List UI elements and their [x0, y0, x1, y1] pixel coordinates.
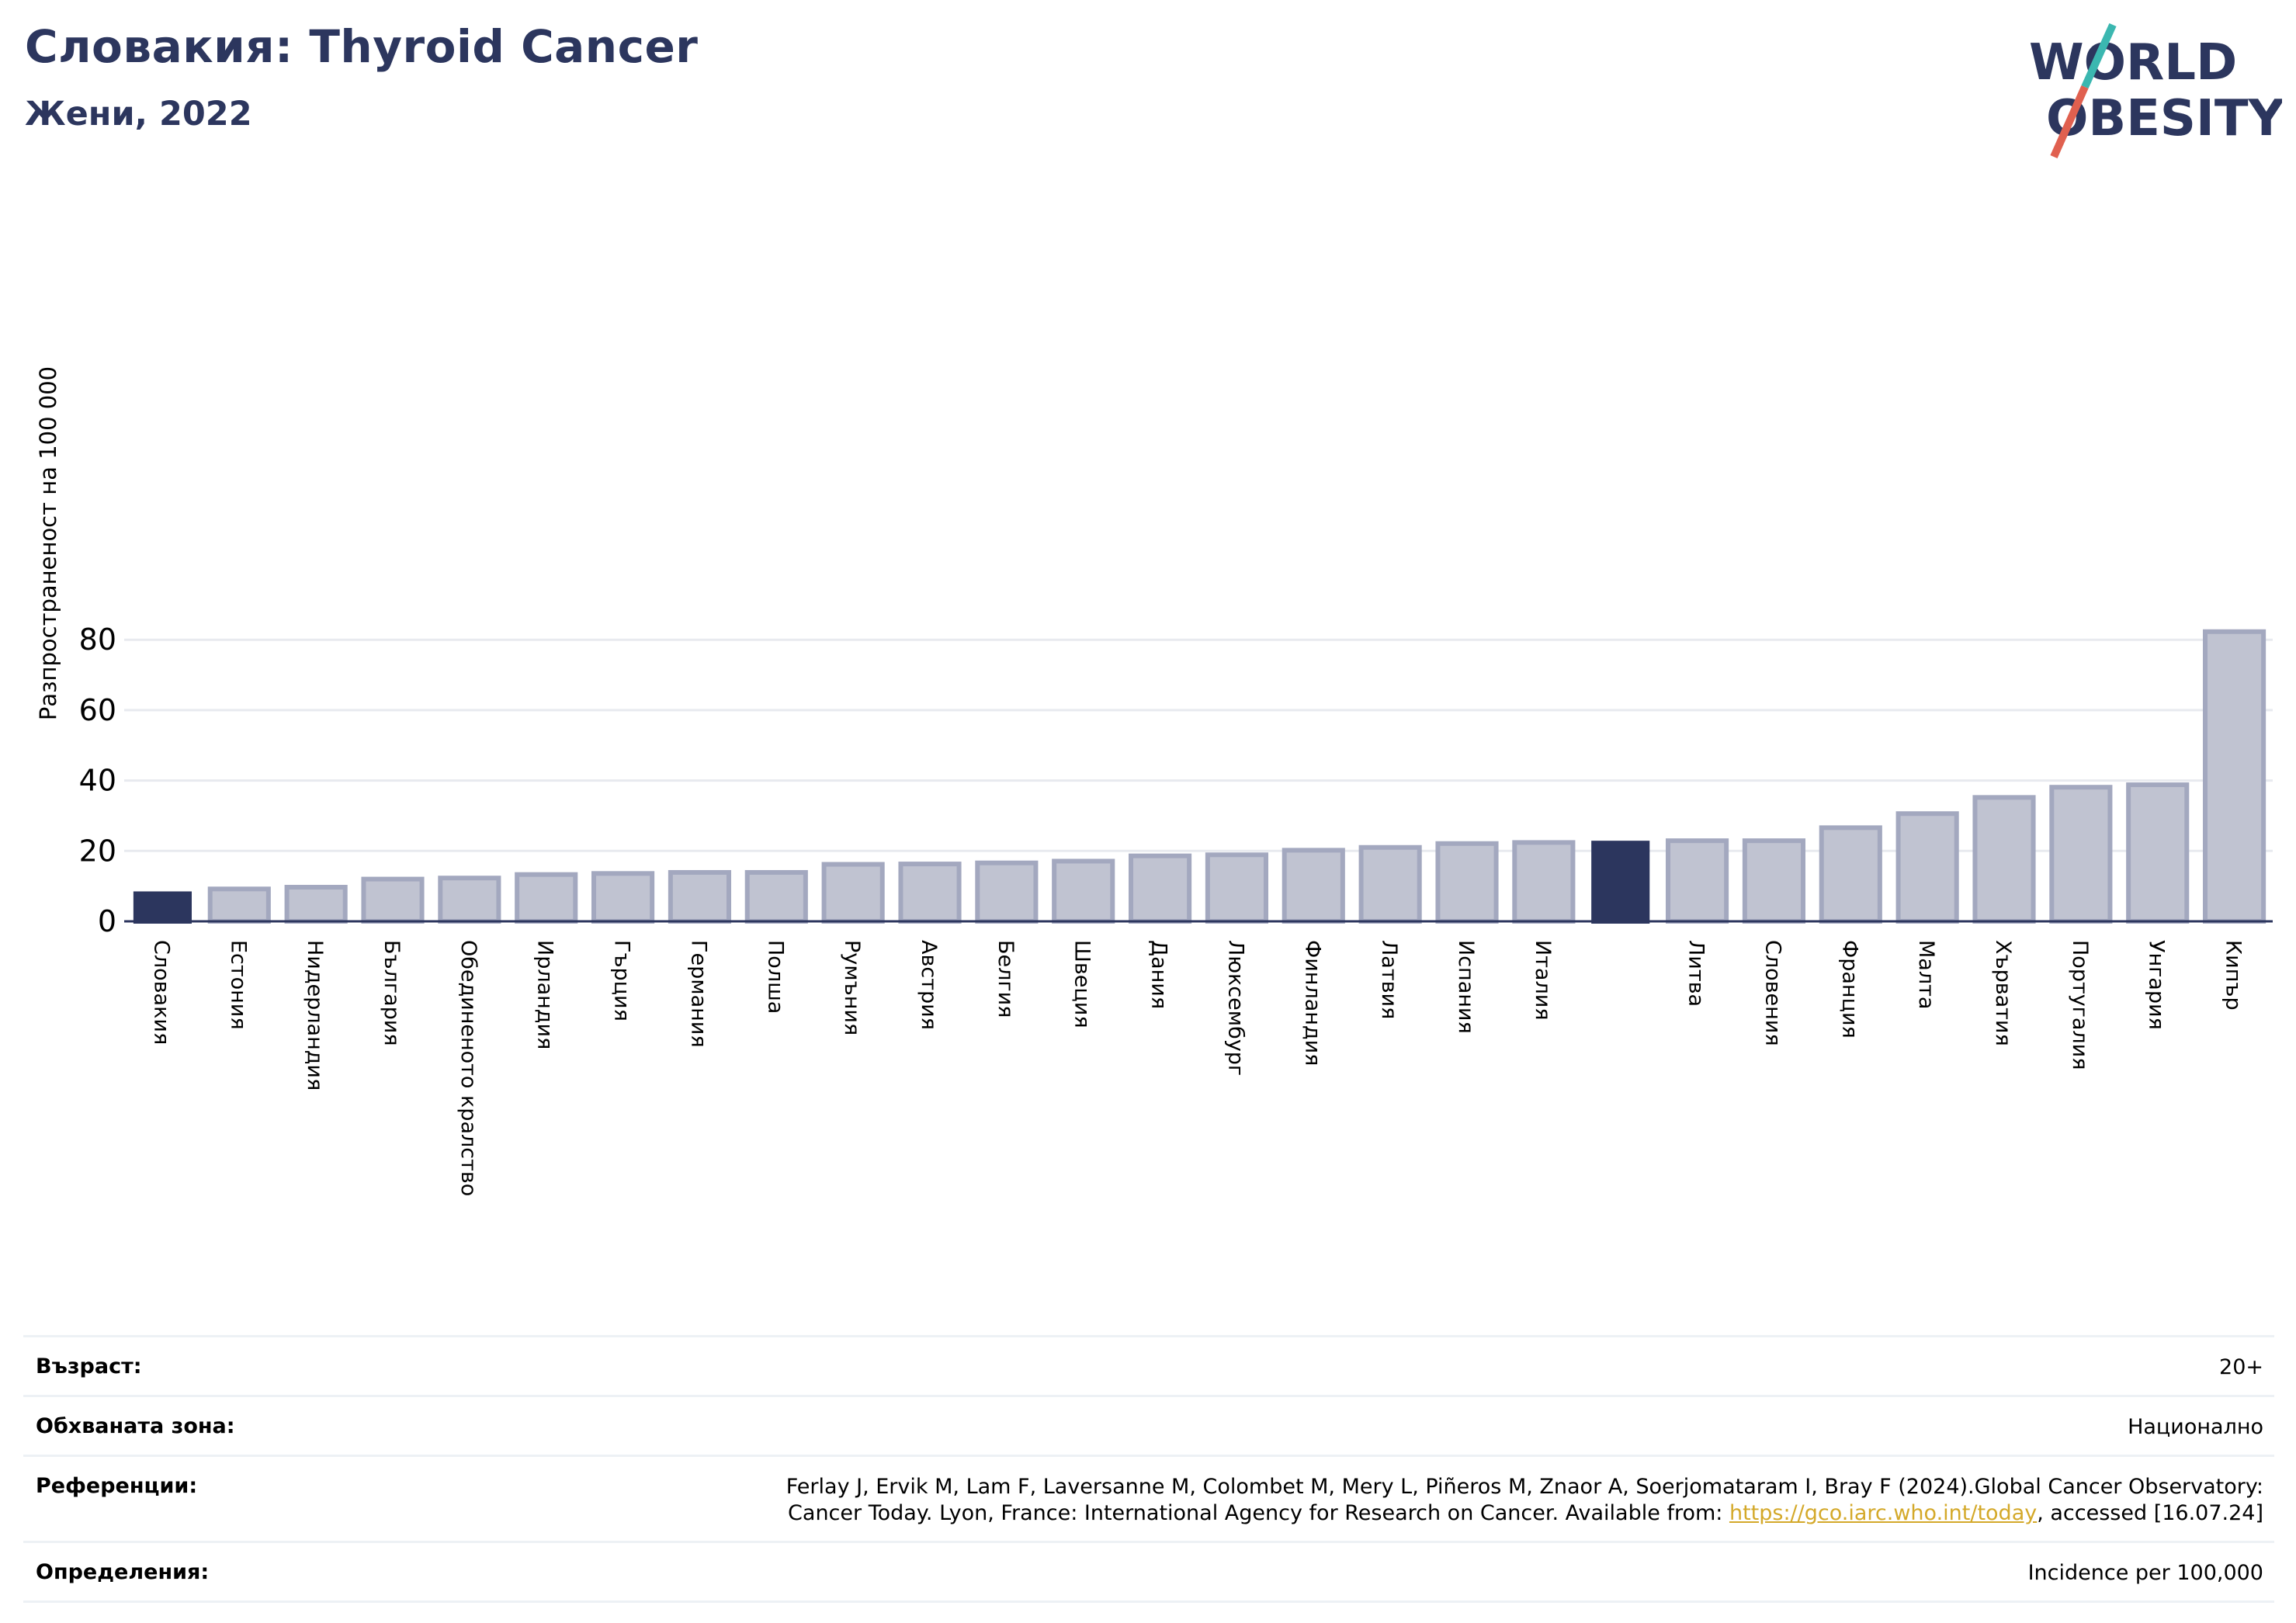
references-line2-post: , accessed [16.07.24] [2037, 1501, 2263, 1525]
bar-Швеция [1052, 858, 1115, 924]
info-row-age: Възраст: 20+ [23, 1335, 2274, 1395]
bar-highlight [1591, 841, 1650, 924]
bar-Португалия [2049, 785, 2113, 924]
bar-Испания [1435, 841, 1499, 924]
x-tick-label: Румъния [840, 940, 864, 1035]
bar-Словакия [133, 891, 192, 924]
x-tick-label: Латвия [1377, 940, 1401, 1019]
bar-Гърция [591, 871, 655, 924]
age-label: Възраст: [36, 1354, 142, 1379]
bar-Унгария [2126, 782, 2190, 924]
x-tick-label: България [380, 940, 404, 1046]
bar-Дания [1129, 853, 1192, 924]
bar-Полша [744, 869, 808, 924]
coverage-label: Обхваната зона: [36, 1414, 235, 1438]
bar-България [361, 876, 425, 924]
gridlines: 0 20 40 60 80 [79, 622, 2273, 938]
x-tick-label: Дания [1147, 940, 1171, 1009]
bar-Естония [207, 886, 271, 924]
definitions-label: Определения: [36, 1560, 210, 1584]
logo-slash-bottom [2050, 85, 2089, 159]
x-tick-label: Австрия [917, 940, 941, 1030]
bar-Белгия [975, 860, 1039, 924]
x-tick-label: Нидерландия [303, 940, 327, 1091]
y-tick-label: 40 [79, 764, 116, 798]
bar-Румъния [821, 862, 885, 924]
bar-Франция [1819, 825, 1882, 924]
bar-Италия [1512, 840, 1576, 924]
bar-Финландия [1282, 848, 1345, 924]
x-tick-label: Швеция [1070, 940, 1094, 1028]
coverage-value: Национално [2128, 1415, 2263, 1439]
x-tick-label: Естония [226, 940, 250, 1030]
x-tick-label: Обединеното кралство [456, 940, 480, 1196]
x-tick-label: Белгия [994, 940, 1018, 1018]
logo-word-world: WORLD [2029, 34, 2237, 92]
bars [133, 629, 2267, 924]
bar-Обединеното кралство [438, 876, 501, 924]
bar-Германия [668, 869, 731, 924]
bar-Латвия [1358, 844, 1422, 924]
x-tick-label: Ирландия [533, 940, 557, 1049]
x-tick-label: Италия [1531, 940, 1555, 1021]
page-subtitle: Жени, 2022 [25, 95, 252, 134]
references-value: Ferlay J, Ervik M, Lam F, Laversanne M, … [786, 1474, 2263, 1527]
info-row-definitions: Определения: Incidence per 100,000 [23, 1541, 2274, 1603]
references-line2-pre: Cancer Today. Lyon, France: Internationa… [788, 1501, 1729, 1525]
bar-Кипър [2203, 629, 2267, 924]
x-tick-label: Полша [763, 940, 787, 1014]
bar-Малта [1895, 811, 1959, 924]
y-tick-label: 20 [79, 834, 116, 868]
bar-Нидерландия [284, 885, 348, 924]
logo-word-obesity: OBESITY [2046, 90, 2282, 147]
x-tick-label: Португалия [2068, 940, 2092, 1070]
definitions-value: Incidence per 100,000 [2027, 1561, 2263, 1585]
x-tick-label: Франция [1837, 940, 1861, 1039]
x-tick-label: Кипър [2221, 940, 2246, 1011]
x-tick-label: Хърватия [1991, 940, 2015, 1046]
info-table: Възраст: 20+ Обхваната зона: Национално … [23, 1335, 2274, 1603]
world-obesity-logo: WORLD OBESITY [2029, 23, 2282, 159]
x-tick-label: Испания [1454, 940, 1478, 1034]
y-tick-label: 80 [79, 622, 116, 657]
bar-chart: 0 20 40 60 80 Словакия Естония Нидерландия Бълг… [35, 366, 2273, 1196]
references-line1: Ferlay J, Ervik M, Lam F, Laversanne M, … [786, 1475, 2263, 1499]
bar-Австрия [898, 862, 962, 924]
x-tick-label: Словения [1760, 940, 1784, 1046]
x-tick-label: Словакия [149, 940, 173, 1045]
y-axis-label: Разпространеност на 100 000 [35, 366, 61, 720]
bar-Люксембург [1205, 852, 1268, 924]
info-row-references: Референции: Ferlay J, Ervik M, Lam F, La… [23, 1455, 2274, 1541]
bar-Словения [1742, 838, 1805, 924]
x-tick-label: Финландия [1300, 940, 1324, 1066]
bar-Хърватия [1972, 795, 2036, 924]
y-tick-label: 60 [79, 693, 116, 727]
x-tick-label: Малта [1914, 940, 1938, 1009]
category-labels: Словакия Естония Нидерландия България Обедин… [149, 940, 2245, 1196]
logo-slash-top [2081, 23, 2117, 89]
age-value: 20+ [2219, 1355, 2263, 1379]
references-link[interactable]: https://gco.iarc.who.int/today [1729, 1501, 2038, 1525]
y-tick-label: 0 [98, 904, 116, 938]
references-label: Референции: [36, 1474, 198, 1498]
x-tick-label: Люксембург [1223, 940, 1247, 1076]
x-tick-label: Унгария [2145, 940, 2169, 1030]
x-tick-label: Гърция [610, 940, 634, 1021]
info-row-coverage: Обхваната зона: Национално [23, 1395, 2274, 1455]
bar-Литва [1666, 838, 1729, 924]
page-title: Словакия: Thyroid Cancer [25, 20, 699, 73]
x-tick-label: Литва [1684, 940, 1708, 1007]
bar-Ирландия [515, 872, 578, 924]
x-tick-label: Германия [686, 940, 710, 1048]
